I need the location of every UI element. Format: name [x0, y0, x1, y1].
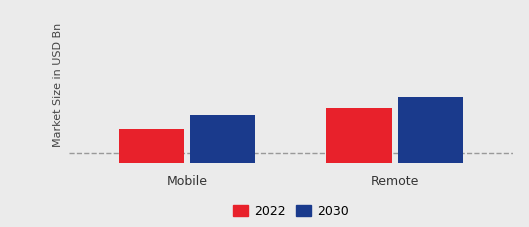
Bar: [190, 115, 256, 163]
Bar: [119, 129, 184, 163]
Bar: [398, 97, 463, 163]
Bar: [326, 108, 391, 163]
Y-axis label: Market Size in USD Bn: Market Size in USD Bn: [53, 23, 63, 147]
Legend: 2022, 2030: 2022, 2030: [228, 200, 354, 223]
